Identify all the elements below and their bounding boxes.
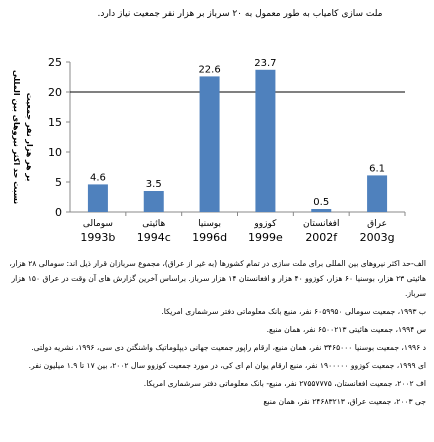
footnote: اف ۲۰۰۲، جمعیت افغانستان، ۲۷۵۵۷۷۷۵ نفر، … — [143, 379, 426, 388]
x-tick-label: 1999e — [248, 231, 283, 244]
footnotes: الف-حد اکثر نیروهای بین المللی برای ملت … — [6, 256, 426, 412]
footnote: جی ۲۰۰۳، جمعیت عراق، ۲۴۶۸۳۲۱۳ نفر، همان … — [263, 397, 426, 406]
chart: ملت سازی کامیاب به طور معمول به ۲۰ سرباز… — [12, 9, 406, 244]
y-tick-label: 25 — [48, 56, 62, 69]
x-tick-label: سومالی — [83, 219, 113, 229]
x-tick-label: 1996d — [192, 231, 227, 244]
value-label: 6.1 — [369, 163, 385, 174]
chart-title: ملت سازی کامیاب به طور معمول به ۲۰ سرباز… — [97, 9, 382, 19]
x-tick-label: 2002f — [305, 231, 338, 244]
y-tick-label: 5 — [55, 176, 62, 189]
x-tick-label: بوسنیا — [198, 219, 221, 229]
footnote: د ۱۹۹۶، جمعیت بوسنیا ۳۴۶۵۰۰۰ نفر، همان م… — [31, 343, 426, 352]
x-tick-label: افغانستان — [303, 219, 340, 229]
bar — [255, 69, 276, 212]
bar — [311, 209, 332, 212]
footnote: ب ۱۹۹۳، جمعیت سومالی ۶۰۵۹۹۵۰ نفر، منبع ب… — [161, 307, 426, 316]
footnote: الف-حد اکثر نیروهای بین المللی برای ملت … — [9, 259, 426, 298]
x-tick-label: 1993b — [80, 231, 115, 244]
bar — [87, 184, 108, 212]
value-label: 3.5 — [146, 179, 162, 190]
y-tick-label: 20 — [48, 86, 62, 99]
y-tick-label: 10 — [48, 146, 62, 159]
value-label: 22.6 — [198, 64, 220, 75]
x-tick-label: کوزوو — [253, 219, 277, 229]
x-tick-label: 1994c — [137, 231, 171, 244]
x-tick-label: عراق — [367, 219, 387, 229]
bar — [367, 175, 388, 212]
y-axis-label: نسبت حد اکثر نیروهای بین المللی — [12, 70, 21, 204]
y-axis-label: بر هر هزار نفر جمعیت — [25, 93, 34, 182]
x-tick-label: 2003g — [360, 231, 395, 244]
footnote: س ۱۹۹۴، جمعیت هائیتی ۶۵۰۰۲۱۳ نفر، همان م… — [266, 325, 426, 334]
value-label: 0.5 — [313, 197, 329, 208]
bar — [199, 76, 220, 213]
x-tick-label: هائیتی — [142, 219, 165, 229]
bar — [143, 191, 164, 212]
y-tick-label: 0 — [55, 206, 62, 219]
value-label: 4.6 — [90, 172, 106, 183]
y-tick-label: 15 — [48, 116, 62, 129]
footnote: ای ۱۹۹۹، جمعیت کوزوو ۱۹۰۰۰۰۰ نفر، منبع ا… — [28, 361, 426, 370]
value-label: 23.7 — [254, 58, 276, 69]
